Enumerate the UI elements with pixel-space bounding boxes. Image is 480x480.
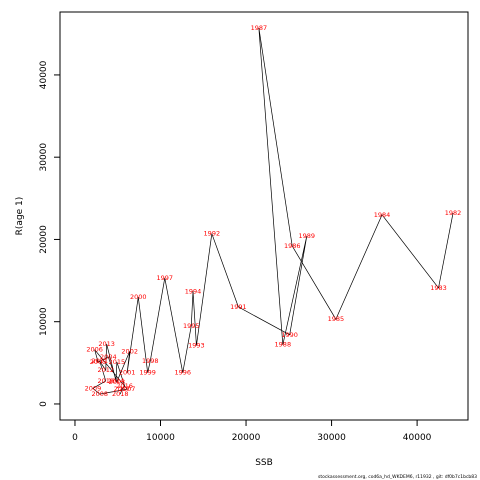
x-tick-label: 20000 bbox=[232, 433, 261, 443]
point-label: 1988 bbox=[275, 341, 292, 349]
point-label: 1985 bbox=[328, 315, 345, 323]
x-tick-label: 10000 bbox=[146, 433, 175, 443]
point-label: 2018 bbox=[112, 390, 129, 398]
point-label: 1989 bbox=[298, 232, 315, 240]
point-label: 1982 bbox=[445, 209, 462, 217]
point-label: 2013 bbox=[98, 340, 115, 348]
point-label: 2011 bbox=[92, 357, 109, 365]
point-label: 2006 bbox=[86, 346, 103, 354]
point-label: 2002 bbox=[121, 347, 138, 355]
x-tick-label: 30000 bbox=[317, 433, 346, 443]
point-label: 1999 bbox=[139, 369, 156, 377]
point-label: 1987 bbox=[251, 24, 268, 32]
point-label: 2014 bbox=[108, 377, 125, 385]
point-label: 1984 bbox=[374, 211, 391, 219]
data-line bbox=[92, 27, 454, 395]
point-label: 1995 bbox=[183, 322, 200, 330]
point-label: 2016 bbox=[116, 382, 133, 390]
y-tick-label: 10000 bbox=[39, 307, 49, 336]
point-label: 2007 bbox=[119, 385, 136, 393]
y-tick-label: 30000 bbox=[39, 143, 49, 172]
point-label: 1986 bbox=[284, 242, 301, 250]
y-axis-label: R(age 1) bbox=[15, 197, 25, 236]
point-label: 1990 bbox=[281, 331, 298, 339]
x-tick-label: 40000 bbox=[403, 433, 432, 443]
point-label: 1996 bbox=[174, 369, 191, 377]
point-label: 2008 bbox=[92, 390, 109, 398]
point-label: 1993 bbox=[188, 342, 205, 350]
point-label: 2004 bbox=[100, 353, 117, 361]
point-label: 1992 bbox=[204, 230, 221, 238]
point-label: 2003 bbox=[109, 378, 126, 386]
plot-frame bbox=[59, 11, 469, 421]
y-tick-label: 40000 bbox=[39, 60, 49, 89]
y-tick-label: 0 bbox=[39, 401, 49, 407]
point-label: 2015 bbox=[109, 358, 126, 366]
point-label: 1991 bbox=[230, 303, 247, 311]
point-label: 2012 bbox=[97, 366, 114, 374]
x-tick-label: 0 bbox=[72, 433, 78, 443]
point-label: 1997 bbox=[157, 274, 174, 282]
point-label: 2005 bbox=[90, 358, 107, 366]
point-label: 2017 bbox=[114, 385, 131, 393]
point-label: 1983 bbox=[430, 284, 447, 292]
footnote: stockassessment.org, cod6a_hd_WKDEM6, r1… bbox=[318, 474, 477, 480]
point-label: 1994 bbox=[185, 287, 202, 295]
point-label: 2000 bbox=[130, 293, 147, 301]
point-label: 2010 bbox=[97, 377, 114, 385]
point-label: 1998 bbox=[142, 357, 159, 365]
point-label: 2009 bbox=[85, 384, 102, 392]
point-label: 2001 bbox=[119, 369, 136, 377]
x-axis-label: SSB bbox=[255, 458, 273, 468]
y-tick-label: 20000 bbox=[39, 225, 49, 254]
